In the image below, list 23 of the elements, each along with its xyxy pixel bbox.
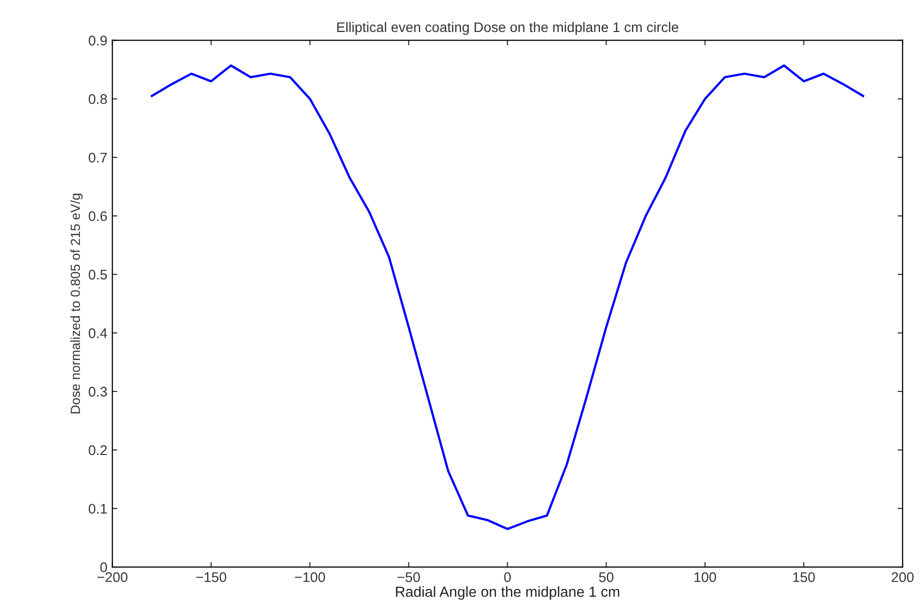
x-tick-label: 200: [892, 572, 914, 582]
line-series: [150, 64, 864, 530]
y-axis-title: Dose normalized to 0.805 of 215 eV/g: [70, 194, 83, 414]
y-tick-label: 0.5: [88, 270, 107, 280]
y-tick-label: 0: [100, 562, 107, 572]
chart-title: Elliptical even coating Dose on the midplane 1 cm circle: [337, 22, 678, 35]
x-tick-label: −200: [97, 572, 128, 582]
x-tick-label: −150: [196, 572, 226, 582]
x-tick-label: −100: [294, 572, 326, 582]
x-tick-label: 150: [793, 572, 815, 582]
x-tick-label: −50: [398, 572, 420, 582]
y-tick-label: 0.3: [88, 386, 107, 397]
y-tick-label: 0.8: [88, 94, 107, 104]
x-tick-label: 100: [694, 572, 716, 582]
y-tick-label: 0.6: [88, 211, 107, 222]
y-tick-label: 0.2: [88, 445, 107, 456]
x-axis-title: Radial Angle on the midplane 1 cm: [396, 586, 620, 600]
x-tick-label: 50: [599, 572, 614, 582]
y-tick-label: 0.7: [88, 152, 107, 163]
y-tick-label: 0.1: [88, 504, 107, 514]
y-tick-label: 0.4: [88, 328, 108, 338]
y-tick-label: 0.9: [88, 36, 107, 46]
x-tick-label: 0: [504, 572, 511, 582]
